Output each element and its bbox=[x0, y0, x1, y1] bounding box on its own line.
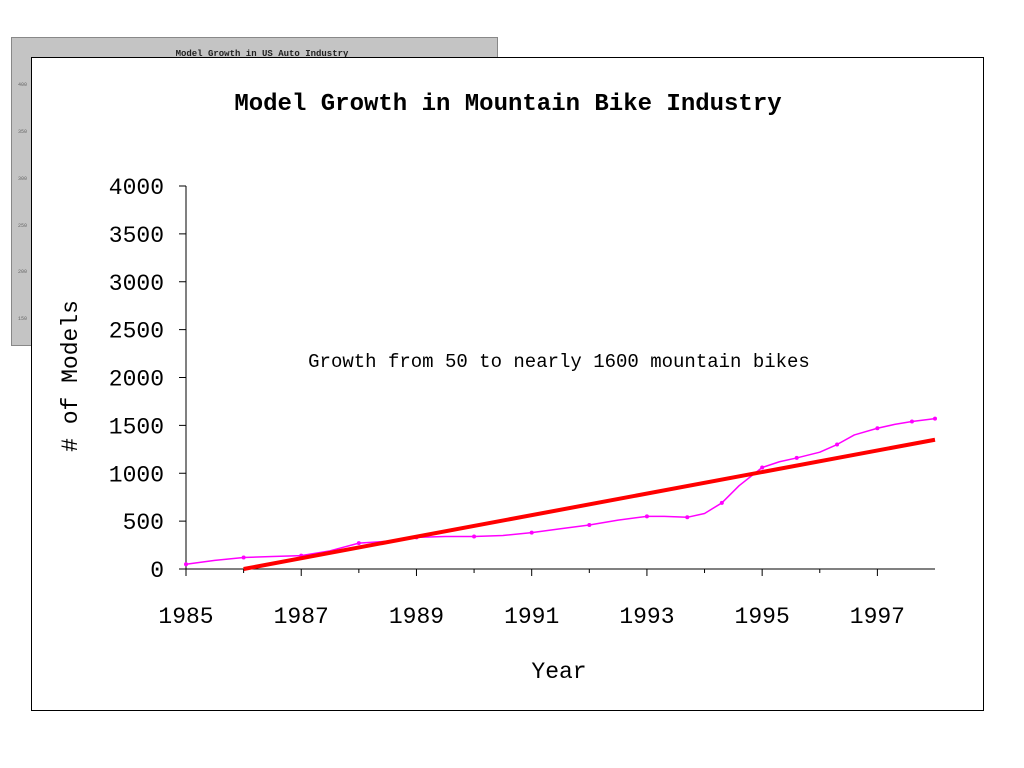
data-point bbox=[933, 416, 937, 421]
x-tick-label: 1991 bbox=[504, 604, 559, 630]
data-point bbox=[794, 455, 799, 460]
y-tick-label: 3500 bbox=[109, 223, 164, 249]
x-tick-label: 1993 bbox=[619, 604, 674, 630]
y-tick-label: 500 bbox=[123, 510, 164, 536]
y-tick-label: 1000 bbox=[109, 462, 164, 488]
background-tick-label: 150 bbox=[18, 316, 28, 322]
y-axis-label: # of Models bbox=[58, 300, 84, 452]
x-tick-label: 1985 bbox=[158, 604, 213, 630]
data-point bbox=[835, 442, 840, 447]
axes: 0 500 1000 1500 2000 2500 3000 3500 4000 1985 1987… bbox=[109, 175, 935, 630]
data-point bbox=[184, 562, 188, 567]
data-point bbox=[685, 515, 690, 520]
y-tick-label: 3000 bbox=[109, 271, 164, 297]
y-tick-label: 1500 bbox=[109, 414, 164, 440]
x-tick-label: 1995 bbox=[735, 604, 790, 630]
x-axis-label: Year bbox=[531, 659, 586, 685]
data-point bbox=[719, 500, 724, 505]
data-point bbox=[529, 530, 534, 535]
y-tick-label: 2000 bbox=[109, 367, 164, 393]
data-point bbox=[241, 555, 246, 560]
background-tick-label: 200 bbox=[18, 269, 28, 275]
chart-annotation: Growth from 50 to nearly 1600 mountain b… bbox=[308, 351, 810, 373]
data-point bbox=[644, 514, 649, 519]
y-tick-label: 4000 bbox=[109, 175, 164, 201]
chart-card: Model Growth in Mountain Bike Industry G… bbox=[31, 57, 984, 711]
x-tick-label: 1997 bbox=[850, 604, 905, 630]
x-tick-label: 1987 bbox=[274, 604, 329, 630]
line-chart: Model Growth in Mountain Bike Industry G… bbox=[58, 91, 937, 685]
background-tick-label: 350 bbox=[18, 129, 28, 135]
chart-title: Model Growth in Mountain Bike Industry bbox=[234, 91, 781, 118]
plot-series bbox=[184, 416, 937, 571]
data-point bbox=[587, 522, 592, 527]
background-slide-title: Model Growth in US Auto Industry bbox=[175, 49, 349, 59]
x-tick-label: 1989 bbox=[389, 604, 444, 630]
trend-line bbox=[243, 437, 936, 571]
data-point bbox=[472, 534, 477, 539]
background-tick-label: 250 bbox=[18, 223, 28, 229]
data-point bbox=[760, 465, 765, 470]
y-tick-label: 2500 bbox=[109, 319, 164, 345]
data-point bbox=[909, 419, 914, 424]
background-tick-label: 400 bbox=[18, 82, 28, 88]
series-line bbox=[185, 417, 936, 565]
data-point bbox=[875, 426, 880, 431]
y-tick-label: 0 bbox=[150, 558, 164, 584]
background-tick-label: 300 bbox=[18, 176, 28, 182]
data-point bbox=[356, 541, 361, 546]
